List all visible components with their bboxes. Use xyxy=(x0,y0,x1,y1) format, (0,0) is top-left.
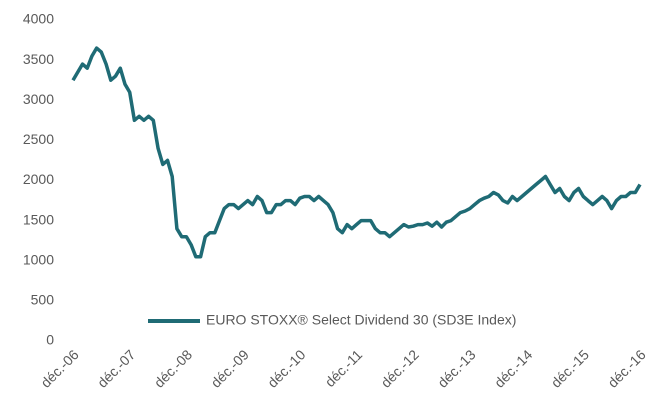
y-tick-label: 0 xyxy=(46,332,54,348)
x-tick-label: déc.-15 xyxy=(548,346,592,390)
y-tick-label: 3500 xyxy=(23,51,54,67)
x-tick-label: déc.-06 xyxy=(37,346,81,390)
series-line xyxy=(71,46,642,259)
y-tick-label: 4000 xyxy=(23,11,54,27)
y-tick-label: 3000 xyxy=(23,91,54,107)
y-tick-label: 2500 xyxy=(23,131,54,147)
x-tick-label: déc.-13 xyxy=(434,346,478,390)
x-tick-label: déc.-10 xyxy=(264,346,308,390)
x-tick-label: déc.-16 xyxy=(604,346,648,390)
y-tick-label: 1000 xyxy=(23,251,54,267)
x-tick-label: déc.-07 xyxy=(94,346,138,390)
x-tick-label: déc.-09 xyxy=(208,346,252,390)
x-tick-label: déc.-12 xyxy=(378,346,422,390)
y-tick-label: 500 xyxy=(31,292,55,308)
x-tick-label: déc.-11 xyxy=(322,346,366,390)
x-tick-label: déc.-08 xyxy=(151,346,195,390)
y-tick-label: 1500 xyxy=(23,211,54,227)
legend-label: EURO STOXX® Select Dividend 30 (SD3E Ind… xyxy=(206,312,516,328)
y-tick-label: 2000 xyxy=(23,171,54,187)
x-tick-label: déc.-14 xyxy=(491,346,535,390)
